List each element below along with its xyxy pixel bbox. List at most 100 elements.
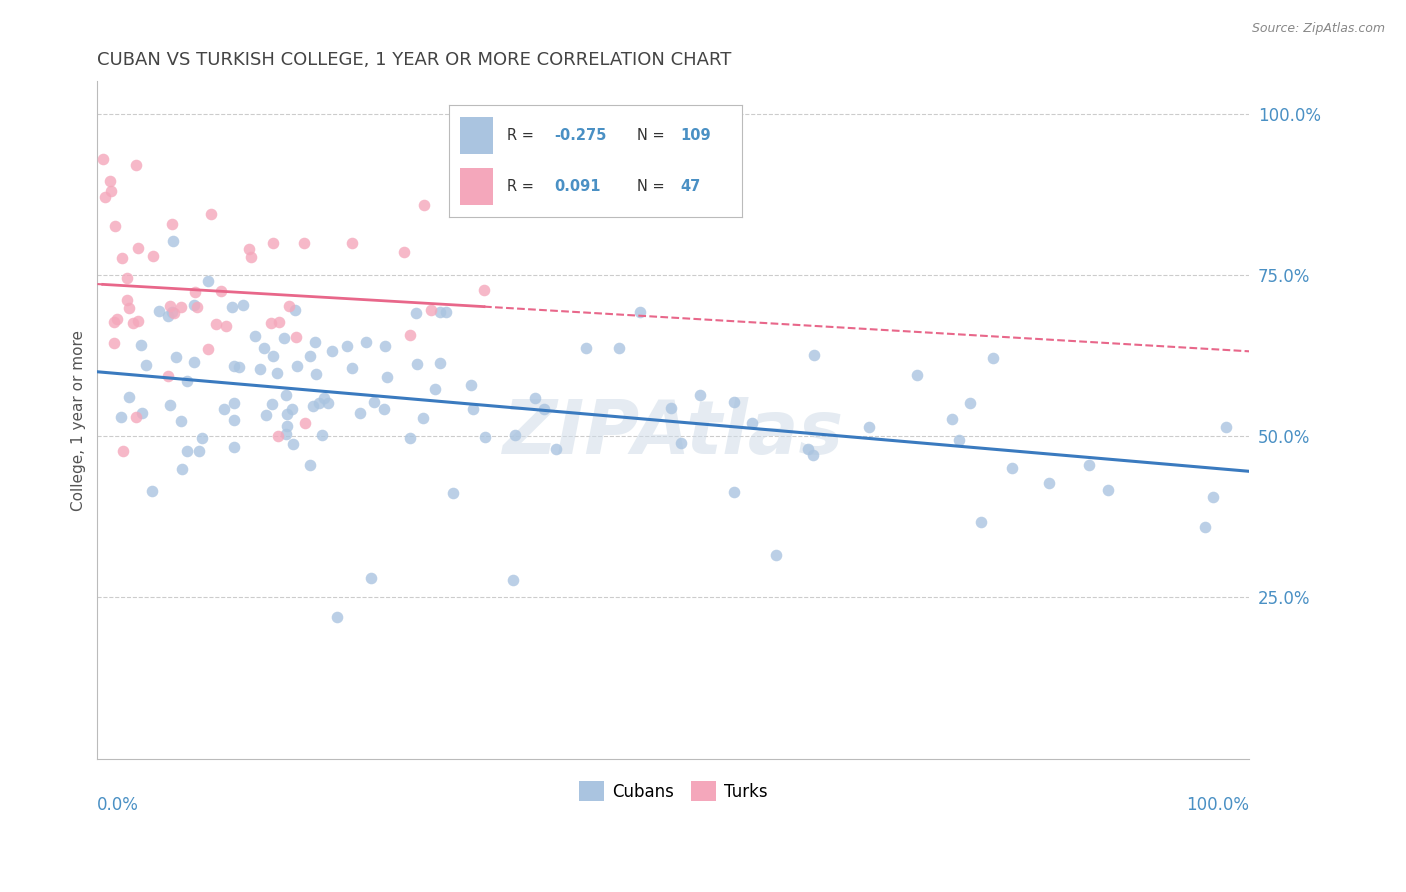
Point (260, 316, 283, 330)
Point (321, 344, 343, 359)
Point (941, 412, 963, 426)
Point (474, 430, 496, 444)
Point (162, 234, 184, 248)
Point (689, 388, 711, 402)
Point (340, 236, 363, 251)
Point (340, 360, 363, 375)
Point (135, 358, 157, 372)
Point (238, 242, 260, 256)
Point (273, 331, 295, 345)
Point (254, 408, 277, 422)
Point (398, 431, 420, 445)
Point (249, 362, 271, 376)
Point (118, 301, 141, 316)
Legend: Cubans, Turks: Cubans, Turks (572, 774, 775, 808)
Y-axis label: College, 1 year or more: College, 1 year or more (72, 329, 86, 510)
Point (125, 409, 148, 424)
Point (461, 401, 484, 416)
Point (392, 245, 415, 260)
Point (184, 285, 207, 299)
Point (314, 391, 336, 405)
Point (460, 377, 482, 392)
Point (240, 250, 263, 264)
Point (413, 198, 436, 212)
Point (1215, 419, 1237, 434)
Text: Source: ZipAtlas.com: Source: ZipAtlas.com (1251, 22, 1385, 36)
Point (100, 184, 122, 198)
Point (159, 398, 181, 412)
Point (406, 358, 429, 372)
Point (360, 571, 382, 585)
Point (156, 369, 179, 384)
Point (222, 413, 245, 427)
Point (104, 219, 127, 233)
Point (723, 485, 745, 500)
Point (170, 414, 193, 428)
Point (959, 396, 981, 410)
Point (405, 306, 427, 320)
Point (292, 235, 315, 250)
Point (1202, 490, 1225, 504)
Point (157, 310, 180, 324)
Point (131, 406, 153, 420)
Point (176, 375, 198, 389)
Point (803, 348, 825, 362)
Point (163, 306, 186, 320)
Point (148, 304, 170, 318)
Point (399, 328, 422, 343)
Point (276, 419, 298, 434)
Point (94, 190, 117, 204)
Point (183, 298, 205, 312)
Point (228, 360, 250, 375)
Point (423, 383, 446, 397)
Point (125, 158, 148, 172)
Point (118, 390, 141, 404)
Point (741, 416, 763, 430)
Point (103, 315, 125, 329)
Point (374, 339, 396, 353)
Point (115, 293, 138, 308)
Text: CUBAN VS TURKISH COLLEGE, 1 YEAR OR MORE CORRELATION CHART: CUBAN VS TURKISH COLLEGE, 1 YEAR OR MORE… (97, 51, 731, 69)
Point (276, 388, 298, 402)
Point (546, 442, 568, 456)
Point (98, 174, 121, 188)
Point (858, 420, 880, 434)
Point (122, 316, 145, 330)
Point (142, 249, 165, 263)
Point (1097, 483, 1119, 497)
Point (298, 349, 321, 363)
Point (260, 397, 283, 411)
Point (187, 443, 209, 458)
Point (349, 406, 371, 420)
Point (160, 217, 183, 231)
Point (302, 400, 325, 414)
Point (232, 298, 254, 312)
Point (262, 235, 284, 250)
Point (165, 350, 187, 364)
Point (316, 396, 339, 410)
Point (129, 338, 152, 352)
Point (127, 314, 149, 328)
Point (170, 301, 193, 315)
Point (304, 335, 326, 350)
Point (336, 339, 359, 353)
Point (1194, 519, 1216, 533)
Point (1001, 461, 1024, 475)
Point (1077, 458, 1099, 472)
Point (276, 426, 298, 441)
Point (214, 318, 236, 333)
Point (111, 251, 134, 265)
Text: 100.0%: 100.0% (1187, 796, 1250, 814)
Point (267, 314, 290, 328)
Point (212, 402, 235, 417)
Point (429, 305, 451, 319)
Point (170, 462, 193, 476)
Point (294, 417, 316, 431)
Point (981, 351, 1004, 365)
Point (197, 274, 219, 288)
Point (159, 299, 181, 313)
Point (285, 329, 308, 343)
Point (281, 437, 304, 451)
Point (434, 305, 457, 319)
Point (224, 359, 246, 373)
